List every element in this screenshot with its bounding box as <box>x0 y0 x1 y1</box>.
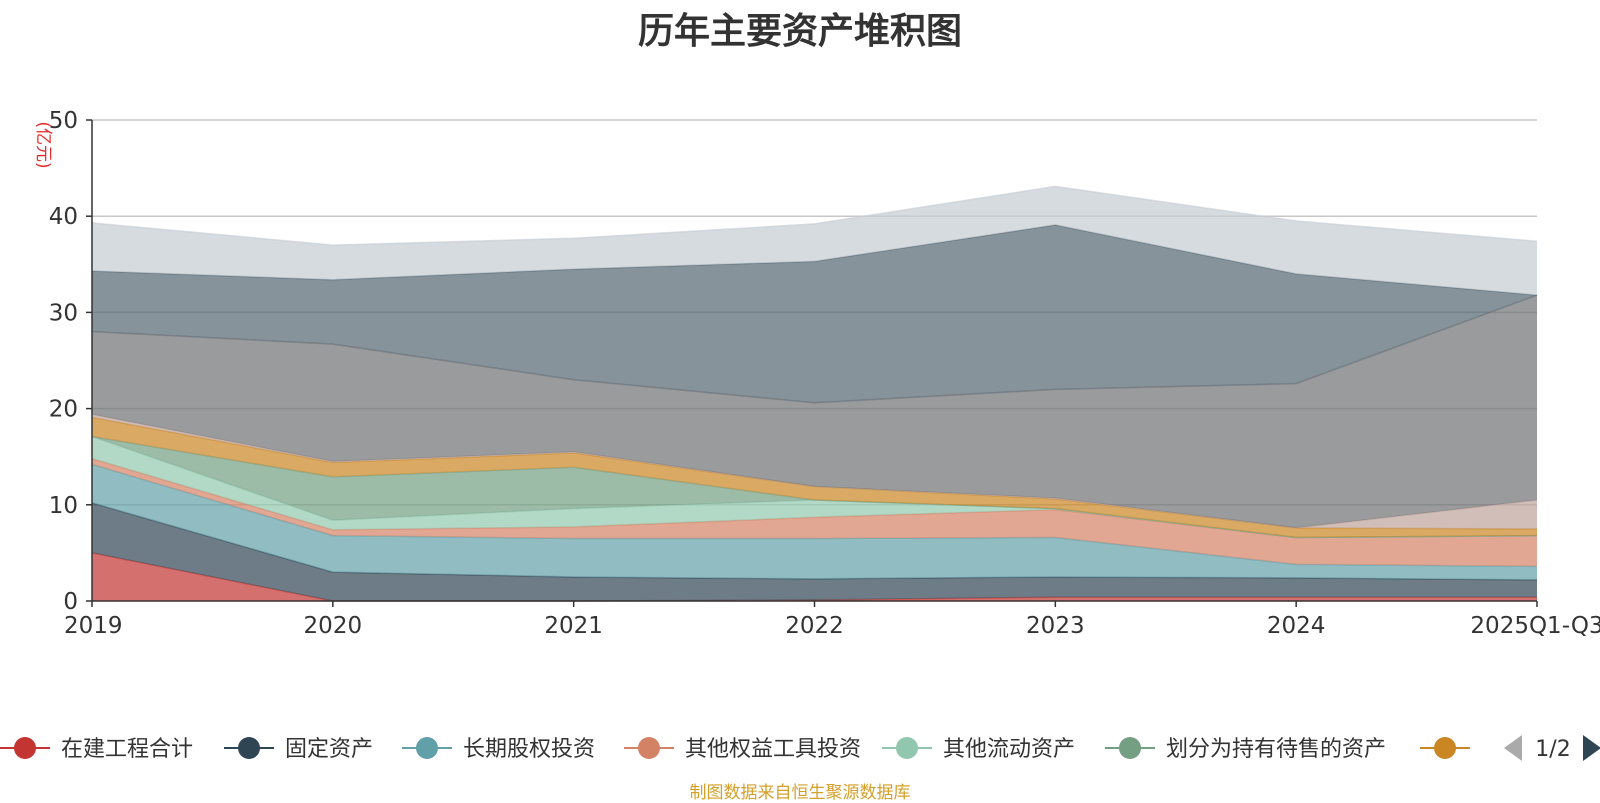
legend-item[interactable]: 其他流动资产 <box>882 737 1075 762</box>
legend-marker-icon <box>14 737 36 759</box>
legend-page-indicator: 1/2 <box>1535 737 1570 762</box>
legend-item[interactable]: 划分为持有待售的资产 <box>1105 737 1386 762</box>
y-tick-label: 40 <box>49 204 78 230</box>
x-tick-label: 2021 <box>544 613 603 639</box>
area-series-9[interactable] <box>92 295 1537 528</box>
y-tick-label: 0 <box>63 589 78 615</box>
legend-item[interactable]: 在建工程合计 <box>0 737 193 762</box>
legend-item[interactable]: 固定资产 <box>224 737 373 762</box>
area-series-5[interactable] <box>92 436 1537 538</box>
x-tick-label: 2023 <box>1026 613 1085 639</box>
legend-prev-icon[interactable] <box>1504 735 1522 761</box>
legend-item[interactable]: 其他权益工具投资 <box>624 737 861 762</box>
legend-label: 在建工程合计 <box>61 737 193 762</box>
x-tick-labels: 2019 2020 2021 2022 2023 2024 2025Q1-Q3 <box>64 601 1600 639</box>
legend-label: 长期股权投资 <box>463 737 595 762</box>
area-series-6[interactable] <box>92 436 1537 538</box>
legend-next-icon[interactable] <box>1583 735 1600 761</box>
area-series-line <box>91 185 1538 246</box>
legend-marker-icon <box>896 737 918 759</box>
area-series-11[interactable] <box>92 186 1537 296</box>
y-tick-label: 20 <box>49 397 78 423</box>
y-unit-label: (亿元) <box>33 121 53 168</box>
legend: 在建工程合计 固定资产 长期股权投资 其他权益工具投资 其他流动资产 划分为持有待售的资产 <box>0 737 1470 762</box>
legend-marker-icon <box>1434 737 1456 759</box>
legend-marker-icon <box>238 737 260 759</box>
x-tick-label: 2024 <box>1267 613 1326 639</box>
chart-title: 历年主要资产堆积图 <box>637 11 962 52</box>
y-tick-label: 50 <box>49 108 78 134</box>
legend-marker-icon <box>1119 737 1141 759</box>
x-tick-label: 2022 <box>785 613 844 639</box>
area-series-2[interactable] <box>92 502 1537 601</box>
source-note: 制图数据来自恒生聚源数据库 <box>689 783 911 803</box>
legend-label: 其他流动资产 <box>943 737 1075 762</box>
y-tick-label: 10 <box>49 493 78 519</box>
legend-label: 其他权益工具投资 <box>685 737 861 762</box>
x-tick-label: 2025Q1-Q3 <box>1470 613 1600 639</box>
legend-label: 划分为持有待售的资产 <box>1166 737 1386 762</box>
legend-item[interactable]: 长期股权投资 <box>402 737 595 762</box>
legend-label: 固定资产 <box>285 737 373 762</box>
area-series-10[interactable] <box>92 224 1537 403</box>
area-series-4[interactable] <box>92 458 1537 567</box>
y-tick-label: 30 <box>49 300 78 326</box>
x-tick-label: 2020 <box>304 613 363 639</box>
x-tick-label: 2019 <box>64 613 123 639</box>
legend-marker-icon <box>416 737 438 759</box>
y-tick-labels: 0 10 20 30 40 50 <box>49 108 92 615</box>
legend-pager: 1/2 <box>1504 735 1600 762</box>
area-series <box>91 185 1538 602</box>
legend-item[interactable] <box>1420 737 1470 759</box>
legend-marker-icon <box>638 737 660 759</box>
area-series-1[interactable] <box>92 552 1537 601</box>
